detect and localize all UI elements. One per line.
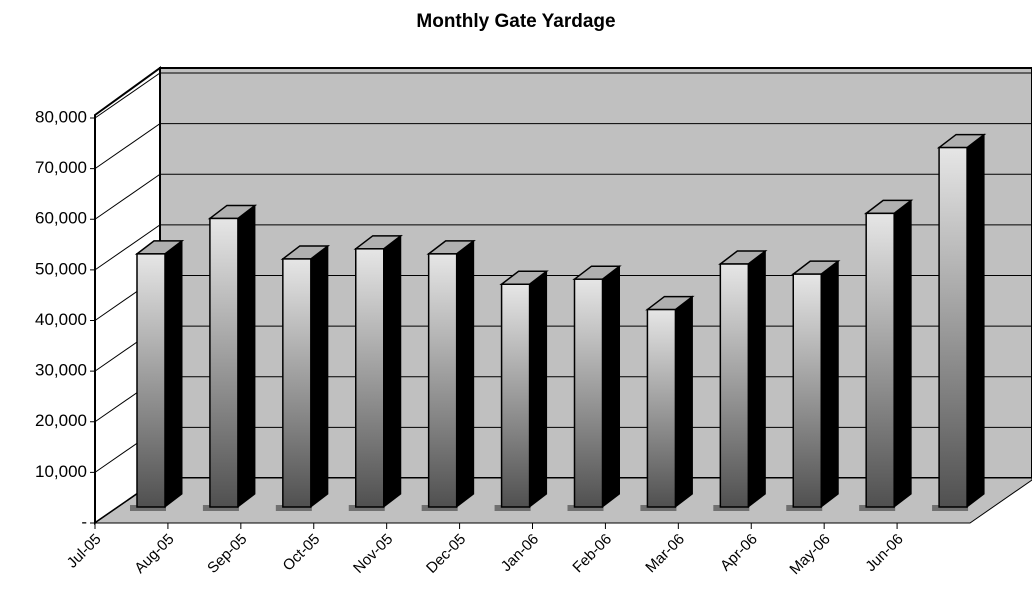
y-tick-label: 60,000 — [35, 209, 87, 228]
bar-shadow — [932, 505, 969, 511]
bar-side — [820, 260, 839, 509]
grid-line — [94, 123, 1032, 170]
x-tick-label: Feb-06 — [569, 531, 615, 577]
bar-shadow — [859, 505, 896, 511]
bar-shadow — [640, 505, 677, 511]
y-tick-label: 70,000 — [35, 158, 87, 177]
grid-line — [94, 173, 1032, 220]
y-tick-label: 20,000 — [35, 411, 87, 430]
x-tick-label: Apr-06 — [717, 531, 761, 575]
bar-shadow — [494, 505, 531, 511]
bar — [865, 212, 895, 508]
y-tick-label: 10,000 — [35, 462, 87, 481]
bar-shadow — [713, 505, 750, 511]
y-tick-label: 40,000 — [35, 310, 87, 329]
x-tick-label: Oct-05 — [280, 531, 324, 575]
grid-line — [94, 224, 1032, 271]
bar-shadow — [567, 505, 604, 511]
bar-shadow — [202, 505, 239, 511]
bar-shadow — [348, 505, 385, 511]
bar-side — [529, 270, 548, 509]
bars — [130, 133, 987, 511]
bar — [136, 253, 166, 508]
bar — [355, 248, 385, 508]
bar — [282, 258, 312, 508]
bar — [938, 146, 968, 508]
grid-line — [94, 72, 1032, 119]
y-tick-label: 80,000 — [35, 107, 87, 126]
x-tick-label: Dec-05 — [423, 531, 469, 577]
x-tick-label: May-06 — [786, 531, 833, 578]
bar-side — [674, 295, 693, 509]
bar-side — [893, 199, 912, 509]
bar-shadow — [786, 505, 823, 511]
bar-side — [383, 234, 402, 509]
bar-side — [747, 249, 766, 509]
bar-side — [237, 204, 256, 509]
bar-shadow — [130, 505, 166, 511]
chart-title: Monthly Gate Yardage — [416, 11, 615, 32]
bar-shadow — [421, 505, 458, 511]
x-tick-label: Jan-06 — [498, 531, 542, 575]
bar-side — [310, 244, 329, 509]
y-tick-label: 50,000 — [35, 259, 87, 278]
x-tick-label: Aug-05 — [131, 531, 177, 577]
bar — [209, 217, 239, 508]
bar — [427, 253, 458, 508]
bar-side — [164, 239, 183, 509]
x-tick-label: Jul-05 — [64, 531, 105, 572]
x-tick-label: Jun-06 — [862, 531, 906, 575]
y-tick-label: 30,000 — [35, 361, 87, 380]
bar-side — [966, 133, 985, 509]
bar — [719, 263, 750, 508]
x-tick-label: Sep-05 — [204, 531, 250, 577]
bar — [573, 278, 604, 508]
y-tick-label: - — [81, 512, 87, 531]
bar-side — [456, 239, 475, 509]
x-tick-label: Mar-06 — [642, 531, 688, 577]
bar — [646, 308, 677, 508]
bar — [500, 283, 531, 508]
x-tick-label: Nov-05 — [350, 531, 396, 577]
bar-side — [602, 265, 620, 509]
bar-shadow — [275, 505, 312, 511]
bar — [792, 273, 822, 508]
